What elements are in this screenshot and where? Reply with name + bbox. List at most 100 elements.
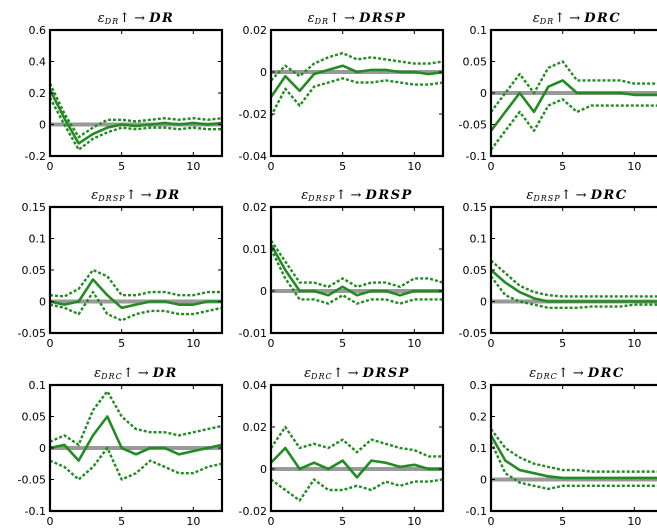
irf-panel-9: εDRC↑ → DRC-0.100.10.20.30 5 10 bbox=[466, 366, 657, 528]
y-tick-label: 0.05 bbox=[22, 411, 47, 424]
y-tick-label: 0.1 bbox=[29, 379, 47, 392]
y-tick-label: 0 bbox=[260, 66, 267, 79]
irf-estimate-line bbox=[271, 446, 443, 479]
y-tick-label: 0 bbox=[260, 463, 267, 476]
y-tick-label: 0.02 bbox=[243, 201, 268, 214]
x-tick-label: 10 bbox=[186, 515, 200, 528]
x-tick-label: 0 bbox=[268, 515, 275, 528]
irf-upper-band-line bbox=[50, 83, 222, 139]
irf-panel-2: εDR↑ → DRSP -0.04 -0.02 0 0.02 0 5 10 bbox=[239, 11, 445, 173]
plot-frame bbox=[269, 205, 445, 335]
x-tick-label: 5 bbox=[339, 337, 346, 350]
irf-lower-band-line bbox=[271, 77, 443, 117]
irf-estimate-line bbox=[50, 89, 222, 145]
y-tick-label: 0.05 bbox=[463, 264, 488, 277]
irf-estimate-line bbox=[491, 269, 657, 303]
panel-title: εDRC↑ → DR bbox=[94, 366, 178, 381]
y-tick-label: 0 bbox=[480, 296, 487, 309]
y-tick-label: -0.05 bbox=[459, 119, 487, 132]
irf-lower-band-line bbox=[491, 275, 657, 309]
irf-estimate-line bbox=[271, 64, 443, 98]
x-tick-label: 0 bbox=[488, 515, 495, 528]
panel-title: εDR↑ → DRC bbox=[533, 11, 621, 26]
y-tick-label: 0.1 bbox=[29, 233, 47, 246]
x-tick-label: 10 bbox=[627, 337, 641, 350]
x-tick-label: 0 bbox=[268, 160, 275, 173]
plot-area bbox=[50, 83, 222, 151]
plot-area bbox=[491, 428, 657, 491]
panel-title: εDRC↑ → DRSP bbox=[304, 366, 410, 381]
x-tick-label: 5 bbox=[559, 337, 566, 350]
plot-area bbox=[50, 268, 222, 322]
y-tick-label: 0.1 bbox=[470, 24, 488, 37]
y-tick-label: 0.15 bbox=[22, 201, 47, 214]
x-tick-label: 0 bbox=[47, 337, 54, 350]
irf-estimate-line bbox=[271, 244, 443, 297]
x-tick-label: 0 bbox=[488, 160, 495, 173]
y-tick-label: 0 bbox=[260, 285, 267, 298]
irf-upper-band-line bbox=[50, 390, 222, 447]
irf-upper-band-line bbox=[271, 51, 443, 82]
y-tick-label: -0.01 bbox=[239, 327, 267, 340]
plot-area bbox=[271, 425, 443, 502]
y-tick-label: -0.04 bbox=[239, 150, 267, 163]
irf-lower-band-line bbox=[271, 248, 443, 305]
irf-lower-band-line bbox=[491, 441, 657, 491]
x-tick-label: 10 bbox=[407, 160, 421, 173]
y-tick-label: 0.02 bbox=[243, 421, 268, 434]
y-tick-label: 0 bbox=[39, 442, 46, 455]
irf-lower-band-line bbox=[491, 98, 657, 151]
plot-area bbox=[491, 259, 657, 309]
x-tick-label: 5 bbox=[559, 515, 566, 528]
panel-title: εDR↑ → DRSP bbox=[308, 11, 407, 26]
irf-upper-band-line bbox=[271, 425, 443, 458]
plot-frame bbox=[489, 383, 657, 513]
x-tick-label: 0 bbox=[488, 337, 495, 350]
y-tick-label: 0.05 bbox=[22, 264, 47, 277]
x-tick-label: 10 bbox=[627, 160, 641, 173]
panel-title: εDRSP↑ → DR bbox=[91, 188, 180, 203]
y-tick-label: -0.05 bbox=[18, 474, 46, 487]
irf-estimate-line bbox=[50, 278, 222, 310]
y-tick-label: -0.1 bbox=[466, 505, 487, 518]
y-tick-label: -0.1 bbox=[466, 150, 487, 163]
x-tick-label: 10 bbox=[407, 337, 421, 350]
plot-frame bbox=[269, 28, 445, 158]
y-tick-label: -0.2 bbox=[25, 150, 46, 163]
x-tick-label: 5 bbox=[118, 160, 125, 173]
irf-upper-band-line bbox=[271, 239, 443, 288]
y-tick-label: 0.05 bbox=[463, 56, 488, 69]
y-tick-label: 0.1 bbox=[470, 442, 488, 455]
irf-lower-band-line bbox=[50, 290, 222, 322]
irf-upper-band-line bbox=[491, 259, 657, 298]
panel-title: εDRC↑ → DRC bbox=[529, 366, 625, 381]
plot-area bbox=[50, 390, 222, 481]
y-tick-label: 0 bbox=[480, 474, 487, 487]
y-tick-label: 0 bbox=[39, 119, 46, 132]
panel-title: εDRSP↑ → DRC bbox=[526, 188, 627, 203]
y-tick-label: 0.6 bbox=[29, 24, 47, 37]
irf-upper-band-line bbox=[491, 428, 657, 473]
y-tick-label: -0.1 bbox=[25, 505, 46, 518]
x-tick-label: 0 bbox=[47, 515, 54, 528]
plot-frame bbox=[489, 205, 657, 335]
y-tick-label: 0 bbox=[39, 296, 46, 309]
y-tick-label: 0.2 bbox=[29, 87, 47, 100]
x-tick-label: 10 bbox=[186, 160, 200, 173]
panel-title: εDR↑ → DR bbox=[98, 11, 175, 26]
irf-estimate-line bbox=[50, 415, 222, 462]
y-tick-label: -0.02 bbox=[239, 108, 267, 121]
x-tick-label: 5 bbox=[339, 515, 346, 528]
plot-area bbox=[271, 51, 443, 117]
y-tick-label: 0.04 bbox=[243, 379, 268, 392]
plot-area bbox=[491, 60, 657, 151]
x-tick-label: 5 bbox=[559, 160, 566, 173]
irf-estimate-line bbox=[491, 79, 657, 132]
y-tick-label: 0.2 bbox=[470, 411, 488, 424]
plot-area bbox=[271, 239, 443, 305]
irf-panel-1: εDR↑ → DR-0.200.20.40.60 5 10 bbox=[25, 11, 224, 173]
